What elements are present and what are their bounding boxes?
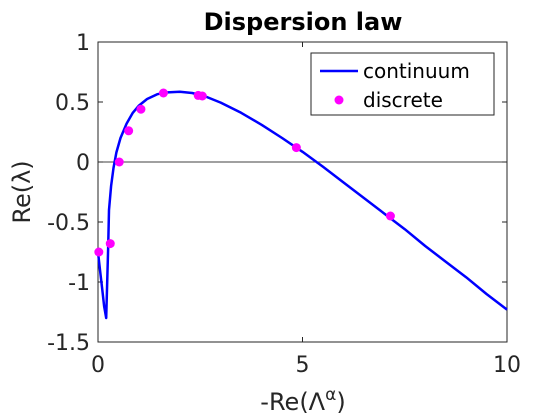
data-point-discrete <box>94 247 104 257</box>
chart-title: Dispersion law <box>204 8 403 36</box>
legend-box <box>310 52 495 116</box>
legend-discrete-marker <box>334 95 344 105</box>
y-tick-label: 0 <box>76 151 90 176</box>
series-line-continuum <box>96 90 508 320</box>
y-tick-label: -0.5 <box>47 211 90 236</box>
x-axis-label-superscript: α <box>325 385 336 405</box>
x-tick-label: 10 <box>493 353 521 378</box>
data-point-discrete <box>124 126 134 136</box>
series-group <box>94 88 508 320</box>
legend-discrete-label: discrete <box>363 88 443 112</box>
y-tick-label: 0.5 <box>55 91 90 116</box>
x-ticks: 0 5 10 <box>91 42 521 378</box>
data-point-discrete <box>105 239 115 249</box>
data-point-discrete <box>385 211 395 221</box>
data-point-discrete <box>136 104 146 114</box>
x-tick-label: 5 <box>296 353 310 378</box>
x-axis-label-prefix: -Re(Λ <box>260 388 325 416</box>
y-tick-label: -1 <box>68 271 90 296</box>
data-point-discrete <box>291 143 301 153</box>
y-tick-label: -1.5 <box>47 331 90 356</box>
data-point-discrete <box>158 88 168 98</box>
y-ticks: 1 0.5 0 -0.5 -1 -1.5 <box>47 31 507 356</box>
data-point-discrete <box>114 157 124 167</box>
x-axis-label: -Re(Λα) <box>260 385 345 416</box>
y-tick-label: 1 <box>76 31 90 56</box>
y-axis-label: Re(λ) <box>8 160 36 223</box>
legend-continuum-label: continuum <box>363 59 470 83</box>
x-tick-label: 0 <box>91 353 105 378</box>
x-axis-label-suffix: ) <box>336 388 345 416</box>
legend: continuum discrete <box>310 52 495 116</box>
data-point-discrete <box>197 91 207 101</box>
